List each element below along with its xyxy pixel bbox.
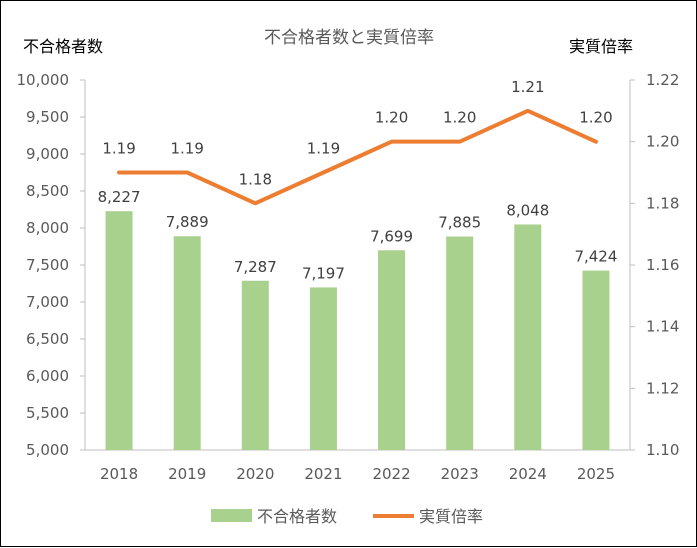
x-tick-label: 2023 — [441, 465, 479, 483]
bar-data-label: 7,889 — [166, 213, 209, 231]
right-axis-label: 実質倍率 — [569, 37, 633, 56]
rate-line — [117, 108, 598, 206]
right-tick-label: 1.18 — [646, 194, 679, 212]
line-data-label: 1.18 — [239, 170, 272, 188]
chart-title: 不合格者数と実質倍率 — [264, 28, 434, 48]
left-tick-label: 9,000 — [26, 145, 69, 163]
left-tick-label: 10,000 — [17, 71, 70, 89]
x-tick-label: 2018 — [100, 465, 138, 483]
left-tick-label: 9,500 — [26, 108, 69, 126]
left-axis-label: 不合格者数 — [23, 37, 103, 56]
bar — [514, 224, 542, 450]
line-data-label: 1.19 — [307, 140, 340, 158]
bar-data-label: 7,885 — [438, 214, 481, 232]
legend-line-label: 実質倍率 — [419, 507, 483, 526]
line-data-label: 1.19 — [102, 140, 135, 158]
bar — [105, 211, 133, 450]
right-tick-label: 1.10 — [646, 441, 679, 459]
right-tick-label: 1.22 — [646, 71, 679, 89]
bar — [309, 287, 337, 450]
left-tick-label: 7,500 — [26, 256, 69, 274]
bar — [378, 250, 406, 450]
left-tick-label: 5,500 — [26, 404, 69, 422]
legend-bar-label: 不合格者数 — [257, 507, 337, 526]
bar-data-label: 7,699 — [370, 227, 413, 245]
legend: 不合格者数 実質倍率 — [211, 507, 483, 526]
bar-data-label: 7,287 — [234, 258, 277, 276]
plot-area: 5,000 5,500 6,000 6,500 7,000 7,500 8,000 8,500… — [17, 71, 680, 483]
left-tick-label: 6,000 — [26, 367, 69, 385]
legend-bar-swatch — [211, 509, 252, 522]
x-tick-label: 2019 — [168, 465, 206, 483]
left-tick-label: 7,000 — [26, 293, 69, 311]
bar — [173, 236, 201, 450]
left-tick-label: 5,000 — [26, 441, 69, 459]
line-data-label: 1.20 — [443, 109, 476, 127]
bar-data-label: 7,424 — [574, 248, 617, 266]
right-tick-label: 1.14 — [646, 318, 679, 336]
left-tick-label: 6,500 — [26, 330, 69, 348]
bar-data-label: 7,197 — [302, 264, 345, 282]
right-tick-label: 1.20 — [646, 133, 679, 151]
line-data-label: 1.20 — [375, 109, 408, 127]
right-tick-label: 1.12 — [646, 379, 679, 397]
x-tick-label: 2025 — [577, 465, 615, 483]
bar — [446, 236, 474, 450]
line-data-label: 1.20 — [579, 109, 612, 127]
x-tick-label: 2021 — [304, 465, 342, 483]
bar-data-label: 8,048 — [506, 201, 549, 219]
bar-data-label: 8,227 — [98, 188, 141, 206]
x-tick-label: 2020 — [236, 465, 274, 483]
bar — [241, 280, 269, 450]
left-tick-label: 8,500 — [26, 182, 69, 200]
line-data-label: 1.21 — [511, 78, 544, 96]
line-data-label: 1.19 — [170, 140, 203, 158]
bar — [582, 270, 610, 450]
x-tick-label: 2022 — [372, 465, 410, 483]
x-tick-label: 2024 — [509, 465, 547, 483]
left-tick-label: 8,000 — [26, 219, 69, 237]
right-tick-label: 1.16 — [646, 256, 679, 274]
